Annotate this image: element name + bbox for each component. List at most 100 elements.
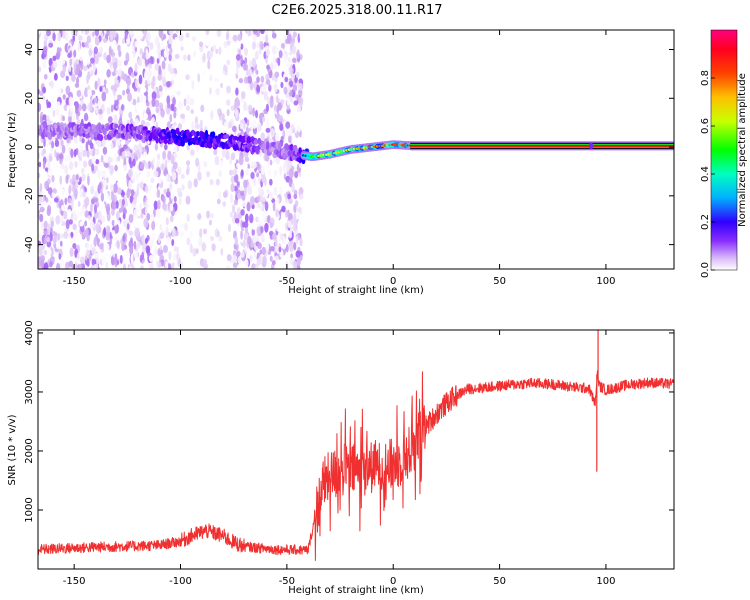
noise-blob bbox=[132, 158, 136, 167]
noise-blob bbox=[273, 104, 277, 112]
spectrogram-y-axis: -40 -20 0 20 40 bbox=[24, 43, 674, 253]
noise-blob bbox=[250, 95, 255, 102]
tone-blob bbox=[246, 136, 252, 144]
noise-blob bbox=[80, 83, 85, 93]
noise-blob bbox=[240, 185, 245, 192]
noise-blob bbox=[218, 46, 222, 56]
noise-blob bbox=[58, 153, 64, 160]
noise-blob bbox=[174, 262, 178, 269]
noise-blob bbox=[288, 198, 293, 204]
noise-blob bbox=[138, 145, 143, 153]
spectrogram-x-tick-label: 0 bbox=[390, 276, 396, 287]
noise-blob bbox=[111, 229, 116, 237]
noise-blob bbox=[53, 161, 59, 171]
snr-marks bbox=[38, 330, 674, 562]
noise-blob bbox=[229, 193, 234, 204]
noise-blob bbox=[147, 160, 151, 170]
noise-blob bbox=[177, 122, 183, 130]
noise-blob bbox=[214, 77, 220, 83]
noise-blob bbox=[186, 237, 191, 246]
noise-blob bbox=[265, 120, 271, 130]
noise-blob bbox=[237, 213, 243, 220]
noise-blob bbox=[94, 165, 98, 171]
noise-blob bbox=[247, 186, 252, 196]
noise-blob bbox=[100, 154, 104, 163]
noise-blob bbox=[292, 31, 297, 38]
noise-blob bbox=[228, 127, 232, 134]
noise-blob bbox=[162, 202, 167, 210]
noise-blob bbox=[46, 207, 51, 217]
noise-blob bbox=[186, 160, 191, 166]
noise-blob bbox=[96, 54, 100, 62]
noise-blob bbox=[248, 60, 253, 68]
noise-blob bbox=[137, 217, 143, 224]
tone-blob bbox=[202, 135, 207, 142]
noise-blob bbox=[139, 93, 144, 103]
tone-blob bbox=[41, 131, 46, 140]
noise-blob bbox=[133, 144, 139, 152]
noise-blob bbox=[172, 97, 176, 106]
noise-blob bbox=[43, 137, 46, 148]
noise-blob bbox=[287, 220, 291, 229]
noise-blob bbox=[248, 104, 253, 112]
noise-blob bbox=[94, 252, 100, 259]
noise-blob bbox=[199, 228, 203, 238]
snr-y-tick-label: 4000 bbox=[24, 320, 35, 345]
noise-blob bbox=[176, 90, 181, 96]
noise-blob bbox=[151, 97, 156, 108]
noise-blob bbox=[151, 80, 155, 90]
noise-blob bbox=[193, 51, 197, 58]
noise-blob bbox=[296, 257, 301, 266]
noise-blob bbox=[167, 103, 170, 109]
noise-blob bbox=[82, 30, 86, 40]
noise-blob bbox=[103, 52, 107, 61]
noise-blob bbox=[161, 76, 166, 85]
noise-blob bbox=[209, 178, 214, 186]
noise-blob bbox=[142, 94, 147, 103]
noise-blob bbox=[165, 260, 169, 269]
noise-blob bbox=[274, 255, 279, 261]
noise-blob bbox=[72, 213, 78, 222]
noise-blob bbox=[120, 140, 125, 146]
noise-blob bbox=[73, 149, 77, 158]
noise-blob bbox=[93, 263, 99, 269]
noise-blob bbox=[273, 186, 278, 196]
noise-blob bbox=[84, 47, 90, 53]
noise-blob bbox=[272, 63, 277, 69]
spectrogram-y-tick-label: -40 bbox=[24, 236, 35, 252]
noise-blob bbox=[133, 251, 139, 259]
noise-blob bbox=[46, 30, 51, 37]
noise-blob bbox=[126, 223, 130, 230]
noise-blob bbox=[162, 195, 166, 204]
noise-blob bbox=[261, 211, 267, 222]
noise-blob bbox=[42, 60, 47, 69]
noise-blob bbox=[59, 260, 64, 268]
noise-blob bbox=[114, 164, 118, 172]
noise-blob bbox=[116, 187, 122, 195]
noise-blob bbox=[96, 140, 102, 148]
noise-blob bbox=[137, 209, 141, 217]
noise-blob bbox=[38, 102, 42, 112]
noise-blob bbox=[285, 127, 290, 137]
noise-blob bbox=[175, 252, 180, 261]
noise-blob bbox=[226, 254, 232, 262]
noise-blob bbox=[126, 189, 131, 199]
noise-blob bbox=[38, 195, 42, 204]
noise-blob bbox=[60, 58, 66, 65]
noise-blob bbox=[235, 87, 239, 96]
noise-blob bbox=[189, 149, 195, 156]
noise-blob bbox=[295, 250, 301, 258]
noise-blob bbox=[134, 118, 139, 127]
noise-blob bbox=[278, 246, 282, 253]
noise-blob bbox=[61, 145, 66, 154]
noise-blob bbox=[46, 136, 50, 147]
noise-blob bbox=[283, 136, 287, 145]
tone-blob bbox=[266, 143, 270, 151]
noise-blob bbox=[192, 248, 197, 257]
noise-blob bbox=[81, 173, 86, 182]
noise-blob bbox=[274, 244, 279, 252]
noise-blob bbox=[280, 211, 285, 218]
noise-blob bbox=[154, 36, 160, 46]
noise-blob bbox=[236, 207, 241, 216]
snr-line bbox=[38, 370, 674, 562]
